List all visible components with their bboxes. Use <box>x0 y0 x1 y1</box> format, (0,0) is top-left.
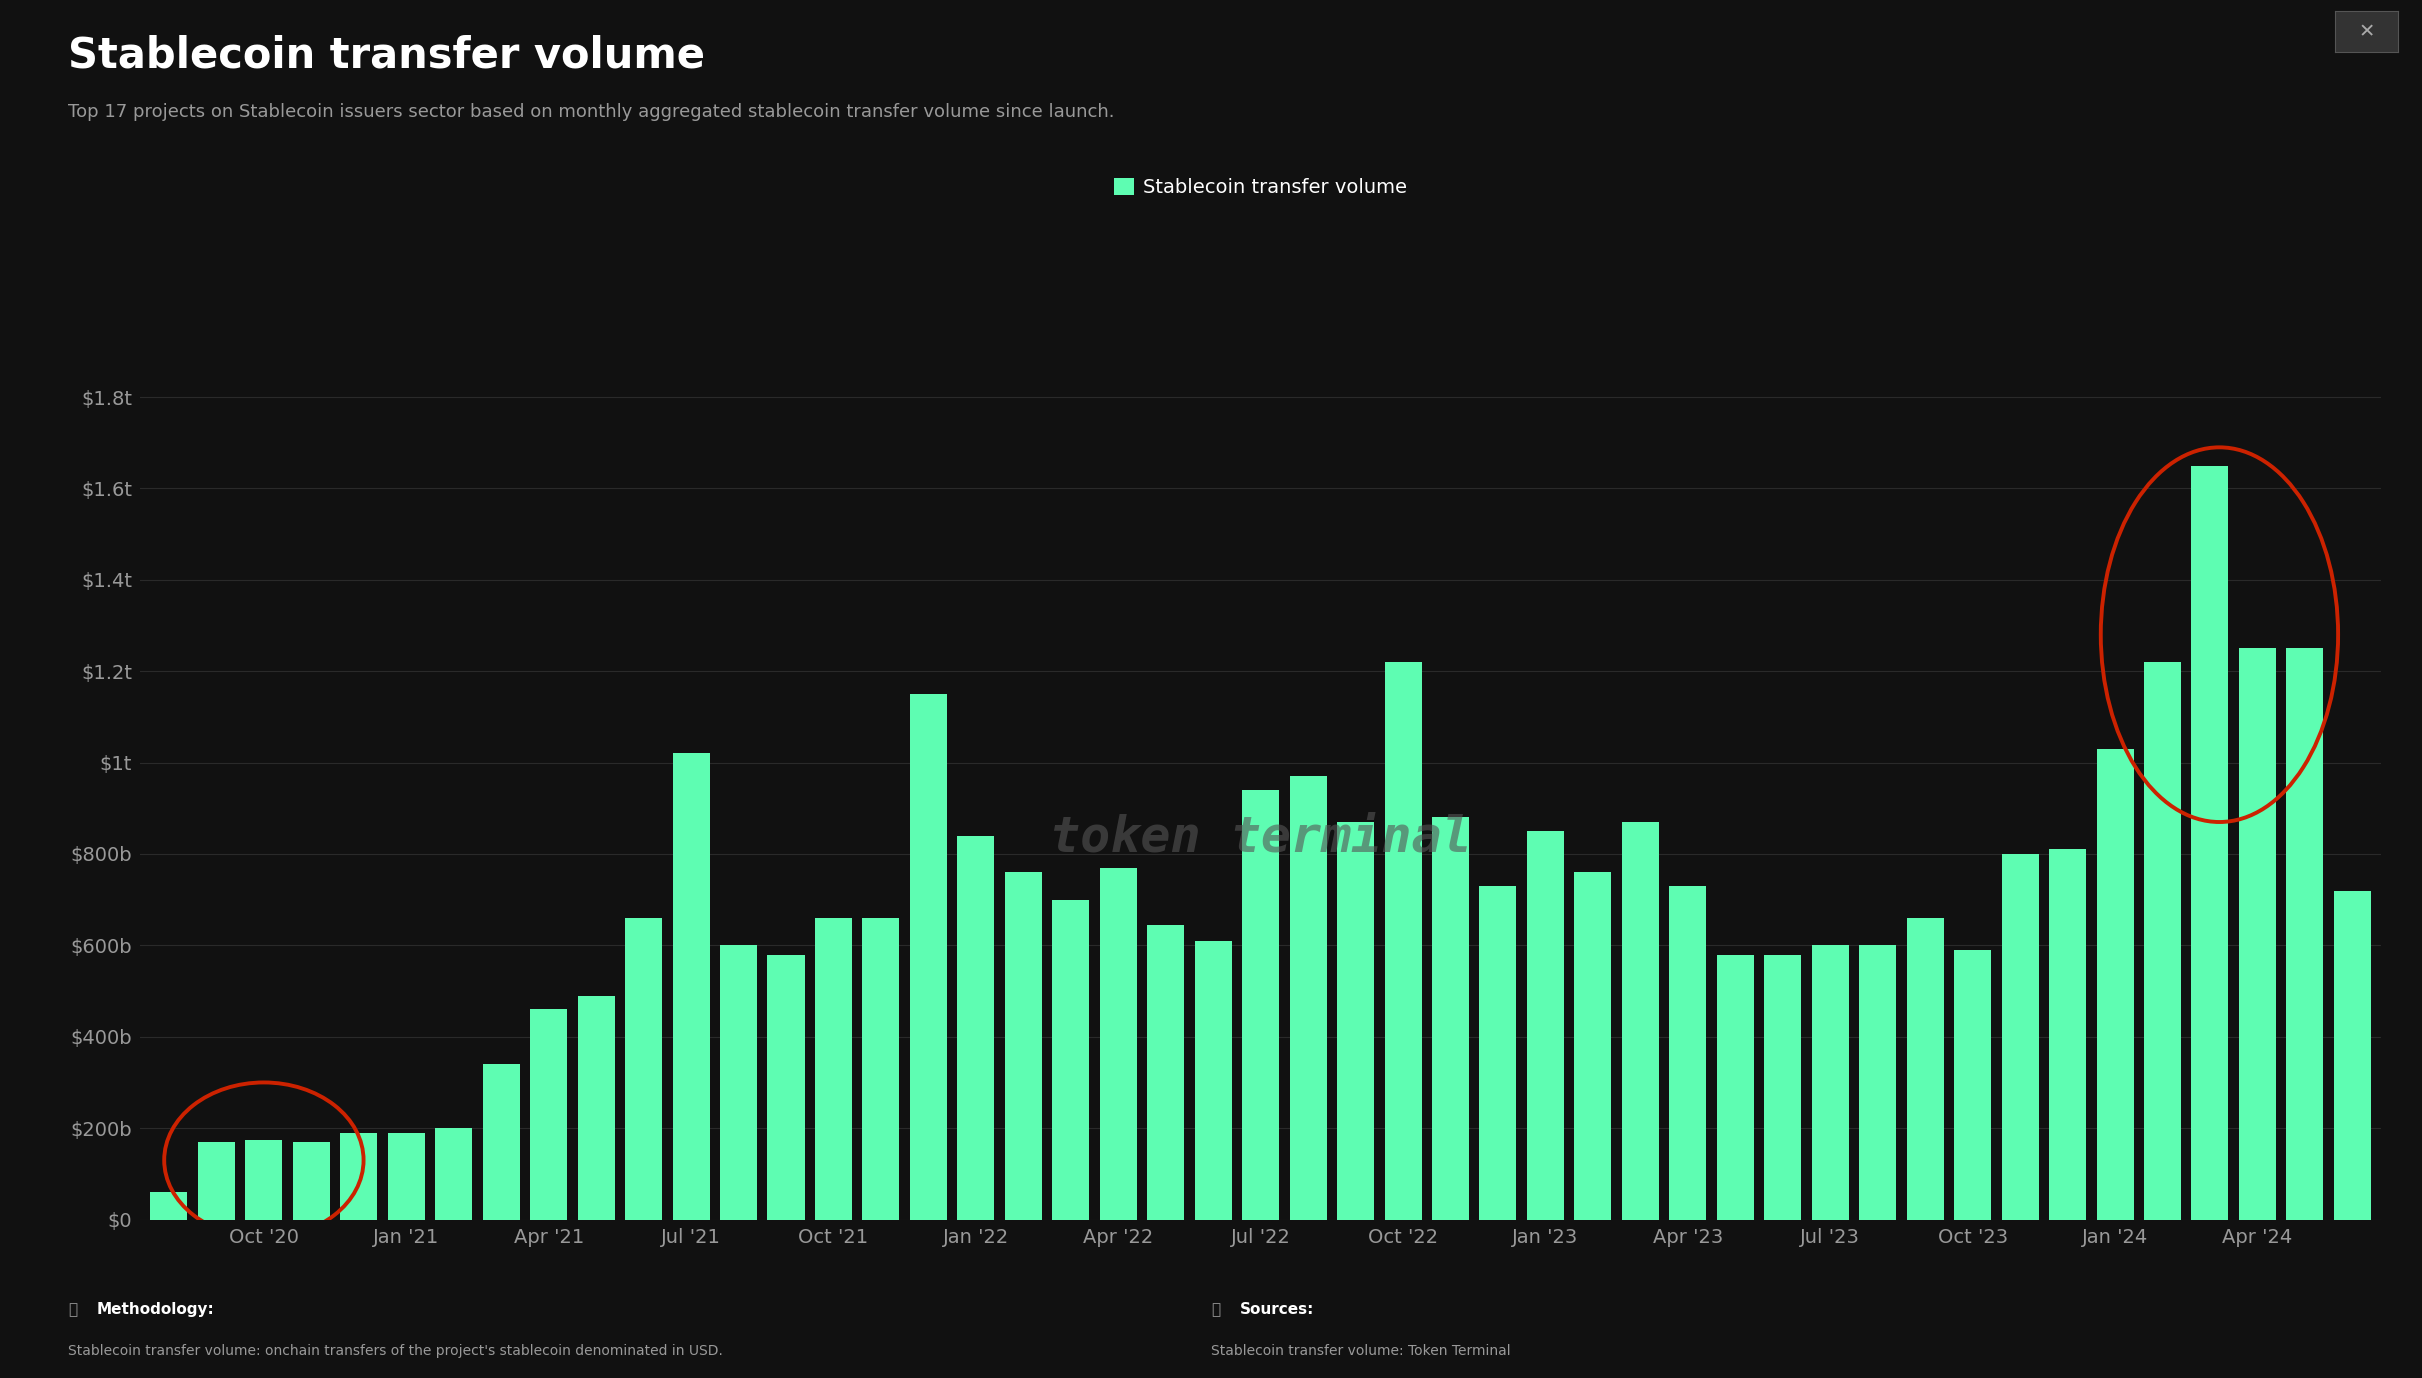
Bar <box>1242 790 1279 1220</box>
Bar <box>1574 872 1611 1220</box>
Bar <box>2001 854 2039 1220</box>
Bar <box>1289 776 1327 1220</box>
Bar <box>673 754 710 1220</box>
Text: ✕: ✕ <box>2359 22 2374 41</box>
Bar <box>293 1142 329 1220</box>
Text: token terminal: token terminal <box>1049 813 1473 861</box>
Text: Methodology:: Methodology: <box>97 1302 216 1317</box>
Text: ⓘ: ⓘ <box>1211 1302 1221 1317</box>
Bar <box>2097 748 2134 1220</box>
Bar <box>2192 466 2228 1220</box>
Bar <box>1337 823 1373 1220</box>
Bar <box>199 1142 235 1220</box>
Text: Stablecoin transfer volume: onchain transfers of the project's stablecoin denomi: Stablecoin transfer volume: onchain tran… <box>68 1344 722 1357</box>
Bar <box>1526 831 1565 1220</box>
Text: Sources:: Sources: <box>1240 1302 1315 1317</box>
Bar <box>1860 945 1896 1220</box>
Bar <box>2049 849 2085 1220</box>
Bar <box>530 1009 567 1220</box>
Bar <box>957 835 995 1220</box>
Text: Top 17 projects on Stablecoin issuers sector based on monthly aggregated stablec: Top 17 projects on Stablecoin issuers se… <box>68 103 1114 121</box>
Bar <box>150 1192 186 1220</box>
Bar <box>576 996 615 1220</box>
Bar <box>388 1133 424 1220</box>
Bar <box>2143 661 2180 1220</box>
Bar <box>1194 941 1233 1220</box>
Bar <box>2286 649 2323 1220</box>
Bar <box>245 1140 283 1220</box>
Bar <box>1906 918 1945 1220</box>
Bar <box>1717 955 1754 1220</box>
Bar <box>911 695 947 1220</box>
Bar <box>625 918 661 1220</box>
Bar <box>1623 823 1659 1220</box>
Bar <box>1812 945 1848 1220</box>
Bar <box>1431 817 1470 1220</box>
Bar <box>1100 868 1136 1220</box>
Bar <box>436 1129 472 1220</box>
Bar <box>1385 661 1422 1220</box>
Bar <box>2335 890 2371 1220</box>
Text: ⓘ: ⓘ <box>68 1302 78 1317</box>
Bar <box>1480 886 1516 1220</box>
Bar <box>1148 925 1184 1220</box>
Bar <box>1051 900 1090 1220</box>
Bar <box>342 1133 378 1220</box>
Bar <box>719 945 758 1220</box>
Legend: Stablecoin transfer volume: Stablecoin transfer volume <box>1107 169 1414 205</box>
Bar <box>1669 886 1708 1220</box>
Bar <box>1005 872 1041 1220</box>
Bar <box>814 918 853 1220</box>
Text: Stablecoin transfer volume: Stablecoin transfer volume <box>68 34 705 76</box>
Bar <box>862 918 899 1220</box>
Bar <box>2238 649 2277 1220</box>
Bar <box>482 1064 521 1220</box>
Bar <box>1763 955 1802 1220</box>
Text: Stablecoin transfer volume: Token Terminal: Stablecoin transfer volume: Token Termin… <box>1211 1344 1511 1357</box>
Bar <box>1955 949 1991 1220</box>
Bar <box>768 955 804 1220</box>
